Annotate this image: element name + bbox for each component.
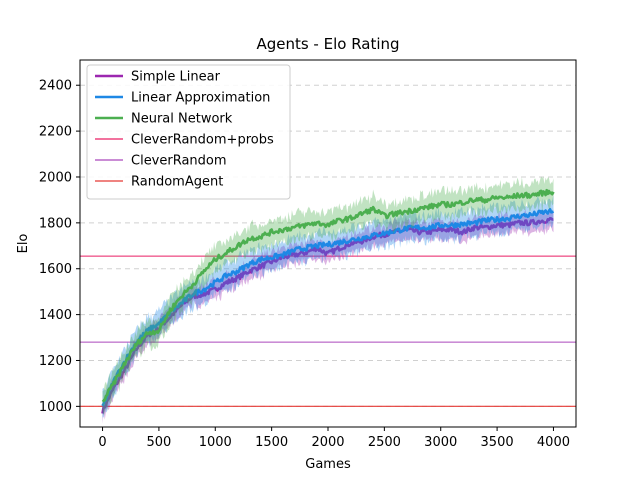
legend-label: Neural Network [131, 112, 233, 127]
x-tick-label: 1500 [255, 435, 288, 450]
legend-item-neural-network: Neural Network [95, 112, 233, 127]
legend-item-linear-approximation: Linear Approximation [95, 91, 270, 106]
legend-item-randomagent: RandomAgent [95, 175, 223, 190]
legend-item-cleverrandom-probs: CleverRandom+probs [95, 133, 274, 148]
legend-item-cleverrandom: CleverRandom [95, 154, 227, 169]
series-line-linear-approximation [101, 208, 555, 407]
legend-item-simple-linear: Simple Linear [95, 70, 221, 85]
legend-label: CleverRandom [131, 154, 227, 169]
y-tick-label: 2400 [39, 79, 72, 94]
x-axis-label: Games [305, 457, 351, 472]
legend: Simple Linear Linear Approximation Neural … [86, 64, 291, 200]
y-tick-label: 1200 [39, 354, 72, 369]
x-tick-label: 1000 [199, 435, 232, 450]
x-tick-label: 500 [146, 435, 171, 450]
chart-title: Agents - Elo Rating [256, 35, 399, 53]
y-tick-label: 1800 [39, 216, 72, 231]
x-axis: 0 500 1000 1500 2000 2500 3000 3500 4000 [98, 427, 570, 450]
x-tick-label: 2000 [311, 435, 344, 450]
x-tick-label: 2500 [368, 435, 401, 450]
plot-area [80, 176, 576, 424]
y-axis-label: Elo [16, 234, 31, 254]
x-tick-label: 4000 [537, 435, 570, 450]
legend-label: CleverRandom+probs [131, 133, 274, 148]
legend-label: Linear Approximation [131, 91, 270, 106]
y-axis: 1000 1200 1400 1600 1800 2000 2200 2400 [39, 79, 80, 415]
legend-box [86, 64, 291, 200]
y-tick-label: 1000 [39, 400, 72, 415]
y-tick-label: 1600 [39, 262, 72, 277]
x-tick-label: 3000 [424, 435, 457, 450]
series-line-neural-network [101, 188, 555, 403]
y-tick-label: 2000 [39, 170, 72, 185]
x-tick-label: 3500 [481, 435, 514, 450]
x-tick-label: 0 [98, 435, 106, 450]
y-tick-label: 1400 [39, 308, 72, 323]
band-linear-approximation [102, 194, 554, 418]
band-neural-network [102, 176, 554, 416]
legend-label: Simple Linear [131, 70, 221, 85]
legend-label: RandomAgent [131, 175, 223, 190]
y-tick-label: 2200 [39, 125, 72, 140]
